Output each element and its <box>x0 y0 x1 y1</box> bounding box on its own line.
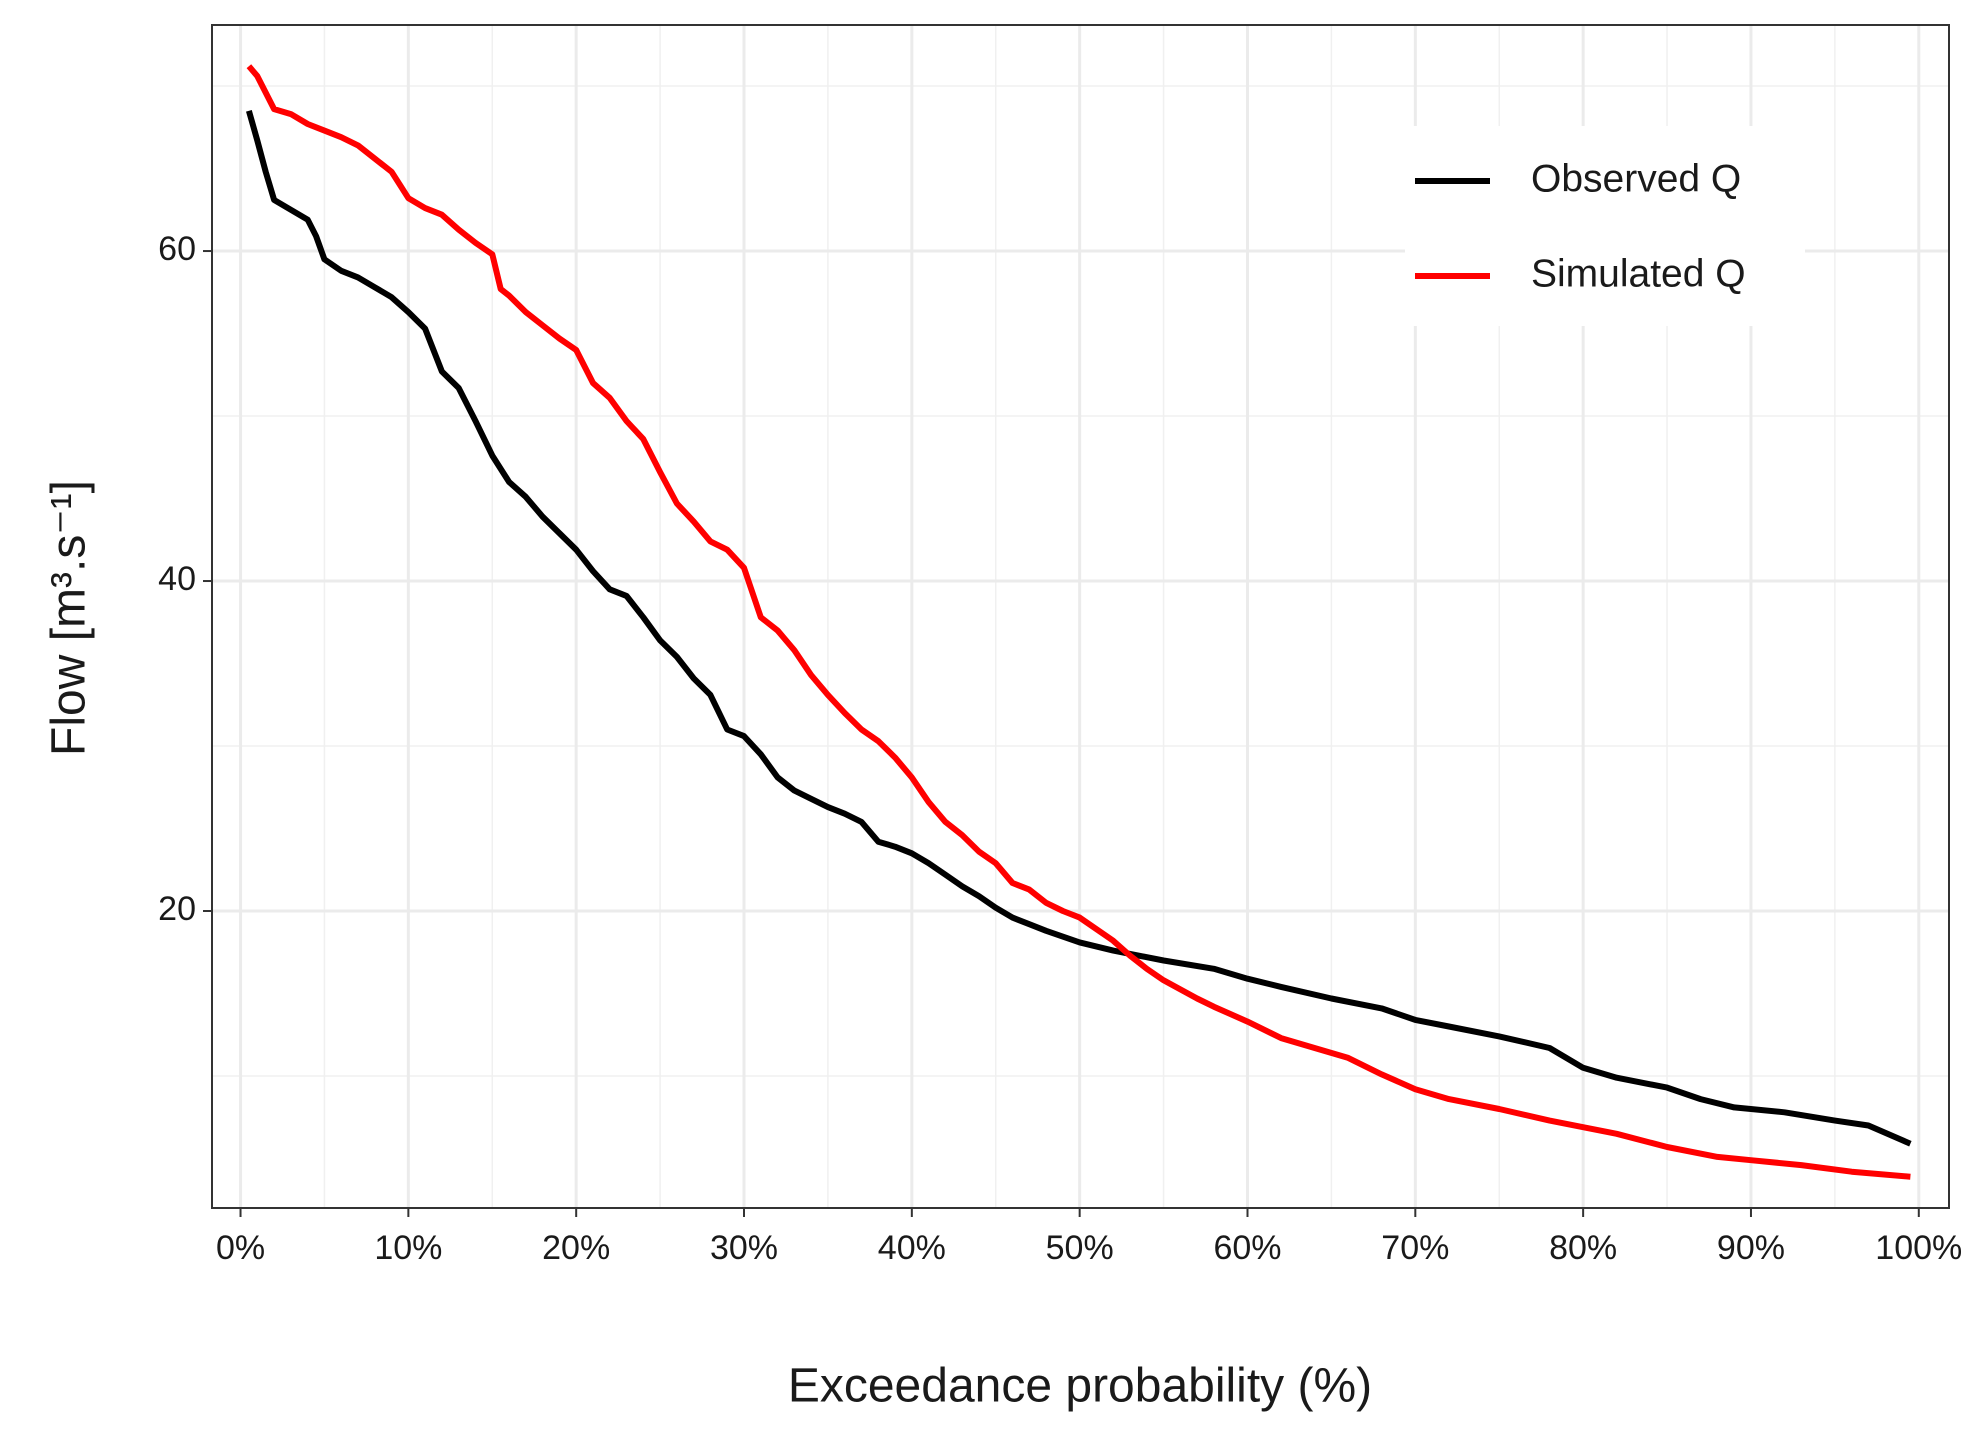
x-tick-label: 60% <box>1213 1229 1281 1267</box>
x-tick-label: 40% <box>878 1229 946 1267</box>
legend-label: Observed Q <box>1531 157 1741 200</box>
x-tick-label: 90% <box>1717 1229 1785 1267</box>
line <box>246 64 1911 1180</box>
x-tick-label: 80% <box>1549 1229 1617 1267</box>
x-tick-label: 50% <box>1046 1229 1114 1267</box>
legend-box <box>1405 126 1805 326</box>
x-tick-label: 70% <box>1381 1229 1449 1267</box>
x-tick-label: 100% <box>1875 1229 1962 1267</box>
x-tick-label: 10% <box>374 1229 442 1267</box>
line <box>246 109 1912 1147</box>
x-tick-label: 30% <box>710 1229 778 1267</box>
y-tick-label: 60 <box>158 230 196 268</box>
legend-label: Simulated Q <box>1531 252 1746 295</box>
x-axis-title: Exceedance probability (%) <box>788 1360 1372 1413</box>
y-axis-title: Flow [m³.s⁻¹] <box>43 480 96 756</box>
y-tick-label: 20 <box>158 890 196 928</box>
y-tick-label: 40 <box>158 560 196 598</box>
plot-border <box>211 24 1950 1209</box>
x-tick-label: 20% <box>542 1229 610 1267</box>
x-tick-label: 0% <box>216 1229 265 1267</box>
